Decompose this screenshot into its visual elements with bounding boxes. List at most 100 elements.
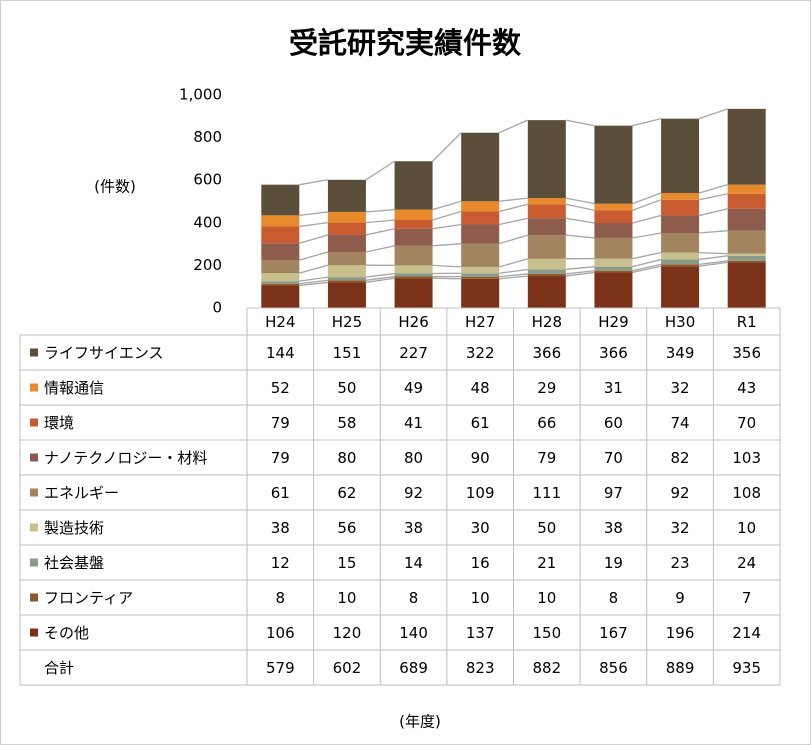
bar-segment: [461, 276, 500, 279]
table-value: 322: [466, 344, 495, 362]
table-value: 48: [471, 379, 490, 397]
x-tick-label: H25: [332, 313, 362, 331]
table-value: 366: [532, 344, 561, 362]
table-value: 92: [404, 484, 423, 502]
bar-segment: [394, 265, 433, 274]
bar-segment: [261, 273, 300, 282]
bar-segment: [727, 230, 766, 254]
series-line: [698, 193, 728, 201]
series-line: [365, 160, 395, 181]
table-value: 61: [471, 414, 490, 432]
x-tick-label: H24: [265, 313, 295, 331]
total-value: 602: [333, 659, 362, 677]
table-value: 61: [271, 484, 290, 502]
y-tick-label: 1,000: [179, 86, 222, 104]
bar-segment: [594, 266, 633, 271]
y-tick-label: 400: [193, 213, 222, 231]
legend-swatch: [30, 488, 38, 497]
table-value: 74: [671, 414, 690, 432]
series-line: [432, 210, 462, 221]
table-value: 41: [404, 414, 423, 432]
bar-segment: [327, 280, 366, 283]
y-axis-label: (件数): [94, 178, 136, 196]
bar-segment: [327, 234, 366, 252]
legend-swatch: [30, 383, 38, 392]
table-value: 24: [737, 554, 756, 572]
legend-label: ナノテクノロジー・材料: [44, 449, 207, 467]
bar-segment: [327, 211, 366, 223]
legend-swatch: [30, 523, 38, 532]
bar-segment: [527, 218, 566, 236]
table-value: 111: [532, 484, 561, 502]
table-value: 144: [266, 344, 295, 362]
series-line: [565, 203, 595, 211]
bar-segment: [727, 260, 766, 263]
series-line: [299, 179, 329, 186]
bar-segment: [461, 266, 500, 274]
bar-segment: [661, 266, 700, 308]
table-value: 92: [671, 484, 690, 502]
table-value: 196: [666, 624, 695, 642]
series-line: [299, 251, 329, 261]
table-value: 150: [532, 624, 561, 642]
table-value: 38: [271, 519, 290, 537]
table-value: 52: [271, 379, 290, 397]
series-line: [432, 223, 462, 230]
legend-label: 社会基盤: [44, 554, 104, 572]
series-line: [632, 232, 662, 239]
series-line: [565, 217, 595, 224]
table-value: 108: [732, 484, 761, 502]
bar-segment: [594, 237, 633, 259]
series-line: [299, 234, 329, 244]
series-line: [432, 264, 462, 268]
series-line: [498, 119, 529, 134]
table-value: 56: [337, 519, 356, 537]
bar-segment: [527, 273, 566, 277]
bar-segment: [727, 262, 766, 308]
x-tick-label: R1: [737, 313, 757, 331]
bar-segment: [394, 276, 433, 279]
total-label: 合計: [44, 659, 74, 677]
bar-segment: [527, 235, 566, 259]
bar-segment: [327, 179, 366, 212]
series-line: [698, 184, 728, 194]
legend-swatch: [30, 558, 38, 567]
table-value: 66: [537, 414, 556, 432]
series-line: [499, 197, 528, 202]
legend-label: 情報通信: [44, 379, 104, 397]
bar-segment: [327, 251, 366, 266]
bar-segment: [527, 269, 566, 274]
chart-title: 受託研究実績件数: [289, 26, 522, 60]
bar-segment: [461, 273, 500, 277]
table-value: 80: [404, 449, 423, 467]
bar-segment: [594, 272, 633, 308]
bar-segment: [727, 193, 766, 209]
series-line: [565, 197, 595, 205]
series-line: [499, 275, 528, 280]
series-line: [565, 119, 595, 127]
y-tick-label: 600: [193, 171, 222, 189]
table-value: 82: [671, 449, 690, 467]
series-line: [499, 268, 528, 274]
series-line: [565, 266, 595, 271]
table-value: 23: [671, 554, 690, 572]
y-tick-label: 200: [193, 256, 222, 274]
series-line: [632, 192, 662, 205]
bar-segment: [394, 228, 433, 246]
series-line: [499, 273, 528, 278]
legend-swatch: [30, 418, 38, 427]
legend-swatch: [30, 628, 38, 637]
table-value: 70: [604, 449, 623, 467]
bar-segment: [594, 258, 633, 267]
bar-segment: [261, 281, 300, 284]
bar-segment: [661, 215, 700, 234]
bar-segment: [727, 255, 766, 261]
series-line: [299, 276, 329, 282]
table-value: 29: [537, 379, 556, 397]
bar-segment: [261, 283, 300, 286]
legend-swatch: [30, 593, 38, 602]
table-value: 167: [599, 624, 628, 642]
table-value: 79: [271, 449, 290, 467]
legend-label: フロンティア: [44, 589, 133, 607]
bar-segment: [461, 211, 500, 225]
